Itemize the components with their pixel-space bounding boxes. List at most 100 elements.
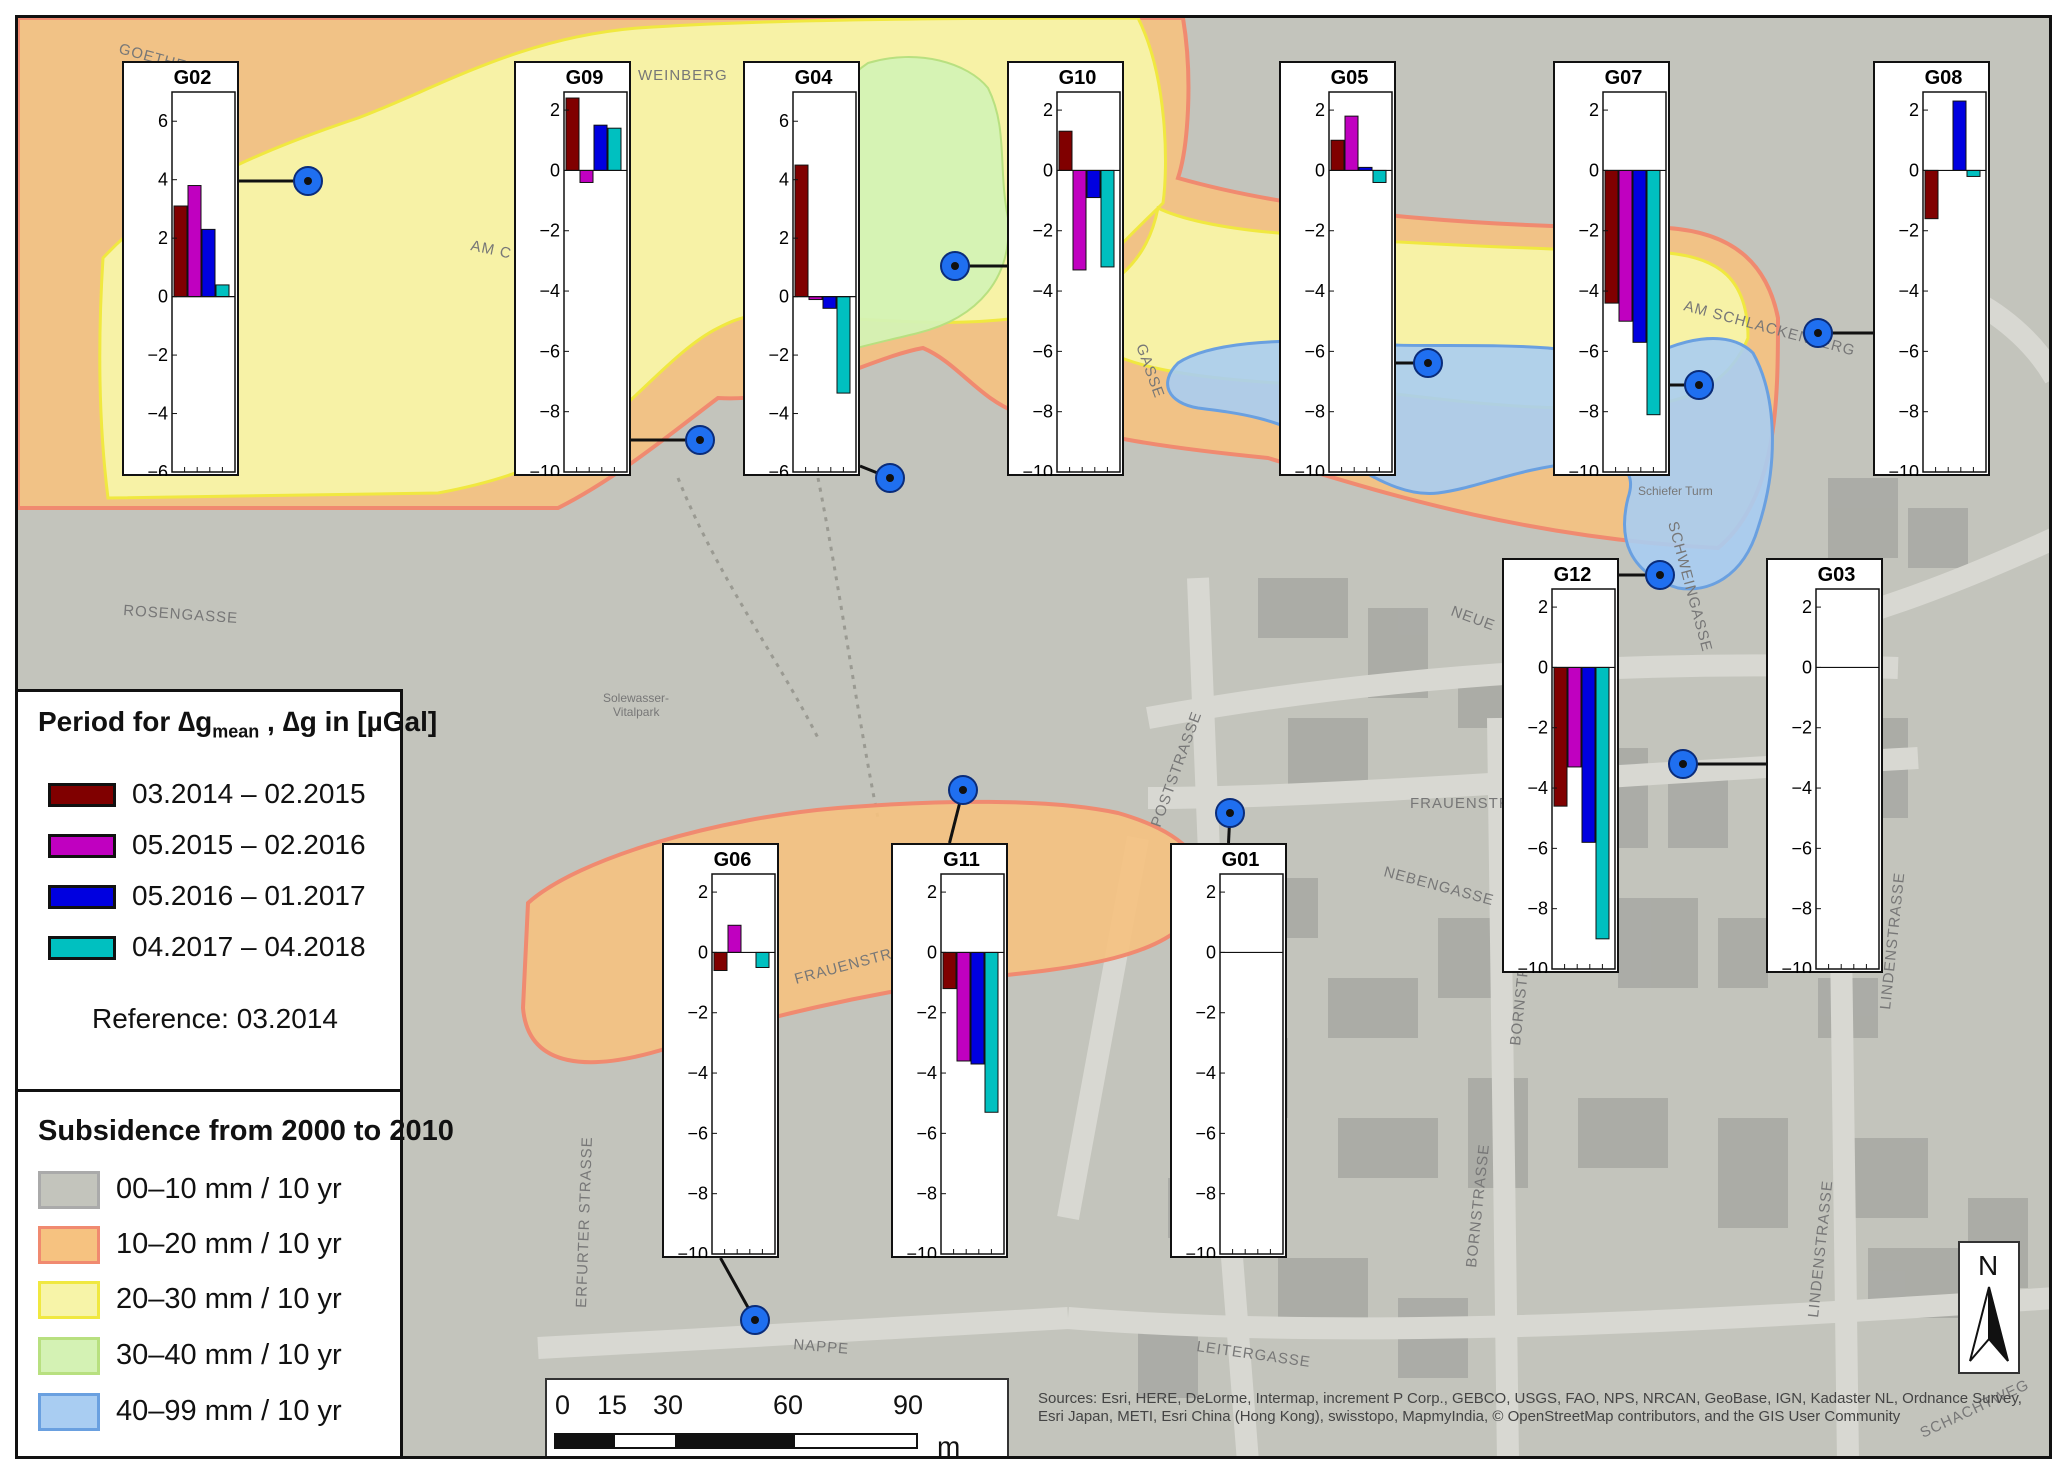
y-tick-label: 0	[1802, 657, 1812, 677]
y-tick-label: −2	[1527, 718, 1548, 738]
y-tick-label: −4	[1527, 778, 1548, 798]
chart-g10: G10 2 0 −2 −4 −6 −8 −10	[1007, 61, 1124, 476]
bar-g06-period-2	[727, 924, 742, 953]
station-dot	[1814, 329, 1822, 337]
station-marker-g01[interactable]	[1215, 798, 1245, 828]
y-tick-label: 0	[698, 942, 708, 962]
y-tick-label: −6	[1791, 838, 1812, 858]
station-marker-g12[interactable]	[1645, 560, 1675, 590]
y-tick-label: −2	[1791, 718, 1812, 738]
y-tick-label: 2	[927, 882, 937, 902]
station-marker-g07[interactable]	[1684, 370, 1714, 400]
scale-unit: m	[937, 1431, 960, 1459]
y-tick-label: −6	[768, 462, 789, 476]
street-label: ERFURTER STRASSE	[573, 1136, 596, 1308]
y-tick-label: −4	[147, 404, 168, 424]
y-tick-label: −6	[687, 1123, 708, 1143]
chart-title: G06	[714, 849, 752, 871]
station-marker-g11[interactable]	[948, 775, 978, 805]
bar-g04-period-1	[794, 164, 809, 298]
chart-g07: G07 2 0 −2 −4 −6 −8 −10	[1553, 61, 1670, 476]
y-tick-label: −2	[539, 221, 560, 241]
y-tick-label: −6	[147, 462, 168, 476]
station-dot	[951, 262, 959, 270]
station-dot	[886, 474, 894, 482]
bar-g07-period-1	[1604, 169, 1619, 304]
legend-title-sub: mean	[212, 721, 260, 742]
y-tick-label: 2	[1315, 100, 1325, 120]
y-tick-label: −10	[677, 1244, 708, 1258]
bar-g10-period-4	[1100, 169, 1115, 268]
y-tick-label: −4	[916, 1063, 937, 1083]
y-tick-label: −6	[1304, 341, 1325, 361]
y-tick-label: −10	[1185, 1244, 1216, 1258]
y-tick-label: −8	[1791, 899, 1812, 919]
bar-g12-period-3	[1581, 666, 1596, 843]
station-marker-g09[interactable]	[685, 425, 715, 455]
reference-label: Reference: 03.2014	[92, 1003, 338, 1034]
chart-title: G02	[174, 67, 212, 89]
y-tick-label: −6	[916, 1123, 937, 1143]
y-tick-label: 0	[779, 287, 789, 307]
y-tick-label: 0	[1909, 160, 1919, 180]
basemap-park-paths	[676, 477, 880, 819]
y-tick-label: −2	[1578, 221, 1599, 241]
station-dot	[696, 436, 704, 444]
subsidence-swatch-1	[38, 1171, 100, 1209]
station-dot	[1679, 760, 1687, 768]
bar-g11-period-3	[970, 951, 985, 1065]
legend-subsidence-title: Subsidence from 2000 to 2010	[38, 1115, 454, 1147]
y-tick-label: 0	[1538, 657, 1548, 677]
legend-title-rest: , ∆g in [µGal]	[259, 706, 438, 737]
y-tick-label: −4	[768, 404, 789, 424]
station-marker-g06[interactable]	[740, 1305, 770, 1335]
y-tick-label: −2	[1032, 221, 1053, 241]
y-tick-label: −10	[529, 462, 560, 476]
map-attribution: Sources: Esri, HERE, DeLorme, Intermap, …	[1038, 1390, 2022, 1425]
scale-segment-1	[555, 1434, 615, 1448]
chart-title: G09	[566, 67, 604, 89]
plot-area	[1815, 588, 1880, 970]
y-tick-label: −2	[1195, 1003, 1216, 1023]
period-label-3: 05.2016 – 01.2017	[132, 880, 366, 911]
y-tick-label: −8	[539, 402, 560, 422]
bar-g06-period-1	[713, 951, 728, 972]
y-tick-label: 2	[779, 228, 789, 248]
chart-title: G05	[1331, 67, 1369, 89]
station-marker-g10[interactable]	[940, 251, 970, 281]
bar-g12-period-4	[1595, 666, 1610, 940]
y-tick-label: 2	[1589, 100, 1599, 120]
station-marker-g08[interactable]	[1803, 318, 1833, 348]
street-label: Schiefer Turm	[1638, 484, 1713, 498]
y-tick-label: −2	[1898, 221, 1919, 241]
bar-g08-period-4	[1966, 169, 1981, 177]
bar-g11-period-2	[956, 951, 971, 1062]
bar-g08-period-3	[1952, 100, 1967, 171]
station-marker-g05[interactable]	[1413, 348, 1443, 378]
subsidence-label-1: 00–10 mm / 10 yr	[116, 1173, 342, 1205]
y-tick-label: −2	[768, 345, 789, 365]
scale-bar-graphic: 0 15 30 60 90 m	[554, 1390, 960, 1459]
station-marker-g02[interactable]	[293, 166, 323, 196]
station-marker-g03[interactable]	[1668, 749, 1698, 779]
subsidence-swatch-4	[38, 1337, 100, 1375]
scale-tick-90: 90	[893, 1390, 923, 1420]
y-tick-label: 2	[1043, 100, 1053, 120]
chart-g09: G09 2 0 −2 −4 −6 −8 −10	[514, 61, 631, 476]
subsidence-label-5: 40–99 mm / 10 yr	[116, 1395, 342, 1427]
bar-g11-period-1	[942, 951, 957, 990]
y-tick-label: 6	[779, 111, 789, 131]
y-tick-label: −10	[1568, 462, 1599, 476]
subsidence-swatch-2	[38, 1226, 100, 1264]
bar-g07-period-3	[1632, 169, 1647, 343]
chart-title: G11	[943, 849, 980, 871]
legend-title-dg: ∆g	[178, 706, 213, 737]
scale-segment-3	[675, 1434, 795, 1448]
station-dot	[959, 786, 967, 794]
chart-g02: G02 6 4 2 0 −2 −4 −6	[122, 61, 239, 476]
y-tick-label: 0	[1315, 160, 1325, 180]
y-tick-label: −8	[1898, 402, 1919, 422]
station-markers[interactable]	[293, 166, 1833, 1335]
station-marker-g04[interactable]	[875, 463, 905, 493]
chart-g05: G05 2 0 −2 −4 −6 −8 −10	[1279, 61, 1396, 476]
